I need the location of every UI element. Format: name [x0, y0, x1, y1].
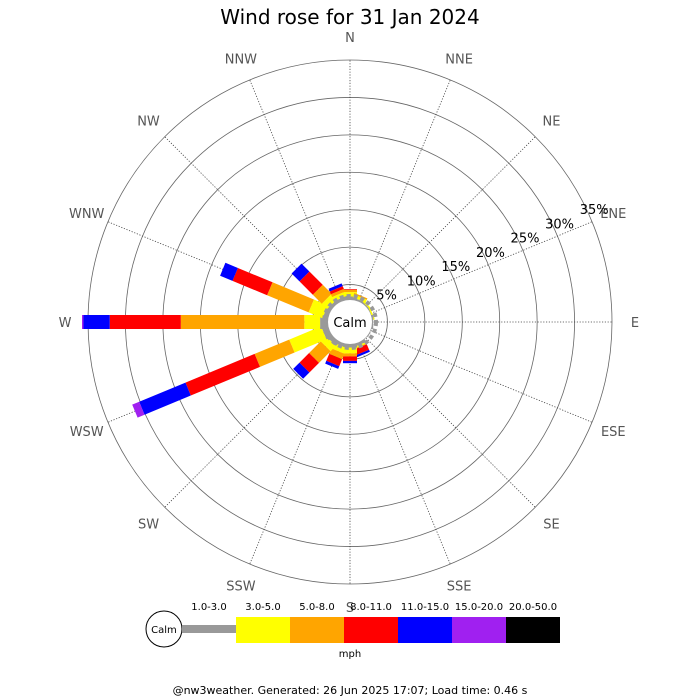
- bar-SSE-8.0-11.0: [353, 344, 370, 356]
- percent-label-5: 5%: [376, 289, 397, 304]
- legend-label-3.0-5.0: 3.0-5.0: [245, 602, 280, 613]
- direction-label-WNW: WNW: [69, 207, 105, 222]
- legend-label-1.0-3.0: 1.0-3.0: [191, 602, 226, 613]
- bar-NNW-11.0-15.0: [328, 283, 343, 292]
- bar-WSW-15.0-20.0: [132, 401, 145, 418]
- bar-NNW-8.0-11.0: [329, 286, 344, 295]
- bar-S-8.0-11.0: [343, 356, 357, 361]
- legend-calm-label: Calm: [151, 625, 177, 636]
- legend-swatch-11.0-15.0: [398, 617, 452, 643]
- calm-circle: [328, 300, 372, 344]
- percent-label-30: 30%: [545, 218, 574, 233]
- legend-label-15.0-20.0: 15.0-20.0: [455, 602, 503, 613]
- percent-label-10: 10%: [407, 275, 436, 290]
- bar-WSW-5.0-8.0: [254, 339, 295, 367]
- bar-SSW-11.0-15.0: [325, 360, 340, 369]
- direction-label-WSW: WSW: [70, 425, 104, 440]
- direction-label-S: S: [346, 601, 354, 616]
- wind-bars: [82, 262, 378, 418]
- bar-SW-5.0-8.0: [309, 341, 331, 363]
- direction-label-SSW: SSW: [226, 579, 256, 594]
- legend-swatch-5.0-8.0: [290, 617, 344, 643]
- footer-text: @nw3weather. Generated: 26 Jun 2025 17:0…: [173, 684, 528, 697]
- bar-S-11.0-15.0: [343, 360, 357, 364]
- bar-NW-8.0-11.0: [299, 271, 323, 295]
- legend-label-11.0-15.0: 11.0-15.0: [401, 602, 449, 613]
- legend-bins: 1.0-3.0 3.0-5.0 5.0-8.0 8.0-11.0 11.0-15.0 15…: [182, 602, 560, 643]
- direction-label-ENE: ENE: [600, 207, 626, 222]
- direction-label-NW: NW: [137, 115, 160, 130]
- direction-label-NE: NE: [543, 115, 561, 130]
- bar-SW-8.0-11.0: [299, 353, 319, 373]
- direction-label-E: E: [631, 316, 639, 331]
- direction-label-NNE: NNE: [445, 53, 473, 68]
- spoke-line: [349, 221, 593, 323]
- percent-labels: 5% 10% 15% 20% 25% 30% 35%: [376, 203, 608, 304]
- bar-W-8.0-11.0: [109, 315, 181, 329]
- bar-S-5.0-8.0: [343, 353, 357, 357]
- direction-label-SW: SW: [138, 518, 159, 533]
- spoke-line: [349, 321, 593, 423]
- legend-swatch-3.0-5.0: [236, 617, 290, 643]
- percent-label-25: 25%: [511, 232, 540, 247]
- bar-NW-11.0-15.0: [291, 263, 310, 282]
- direction-label-NNW: NNW: [225, 53, 257, 68]
- bar-SSE-11.0-15.0: [356, 349, 370, 358]
- direction-label-N: N: [345, 31, 355, 46]
- direction-label-SE: SE: [543, 518, 559, 533]
- bar-WNW-11.0-15.0: [220, 262, 238, 281]
- bar-NW-5.0-8.0: [312, 284, 332, 304]
- calm-label: Calm: [333, 316, 366, 331]
- spoke-line: [349, 321, 536, 508]
- legend-label-8.0-11.0: 8.0-11.0: [350, 602, 392, 613]
- bar-SSW-5.0-8.0: [329, 348, 345, 360]
- bar-W-15.0-20.0: [82, 315, 84, 329]
- bar-SSW-8.0-11.0: [326, 353, 343, 367]
- percent-label-35: 35%: [580, 203, 609, 218]
- legend-label-5.0-8.0: 5.0-8.0: [299, 602, 334, 613]
- direction-label-ESE: ESE: [601, 425, 626, 440]
- legend-unit: mph: [339, 649, 361, 660]
- bar-WSW-11.0-15.0: [139, 382, 191, 415]
- percent-label-15: 15%: [441, 260, 470, 275]
- percent-label-20: 20%: [476, 246, 505, 261]
- calm-ring: [322, 294, 378, 350]
- bar-W-3.0-5.0: [304, 315, 321, 329]
- legend-swatch-1.0-3.0: [182, 625, 236, 633]
- legend-swatch-15.0-20.0: [452, 617, 506, 643]
- bar-W-5.0-8.0: [180, 315, 305, 329]
- bar-W-11.0-15.0: [83, 315, 110, 329]
- direction-labels: N NNE NE ENE E ESE SE SSE S SSW SW WSW W WNW NW NNW: [59, 31, 640, 616]
- calm-indicator: Calm: [328, 300, 372, 344]
- direction-label-SSE: SSE: [447, 579, 472, 594]
- bar-WSW-3.0-5.0: [289, 326, 327, 353]
- spoke-line: [349, 321, 451, 565]
- bar-WNW-8.0-11.0: [232, 268, 273, 296]
- direction-label-W: W: [59, 316, 72, 331]
- bar-SW-11.0-15.0: [293, 362, 310, 379]
- legend: Calm 1.0-3.0 3.0-5.0 5.0-8.0 8.0-11.0 11.0-1…: [145, 602, 560, 660]
- bar-N-5.0-8.0: [343, 289, 357, 293]
- bar-WNW-5.0-8.0: [267, 282, 314, 313]
- bar-WSW-8.0-11.0: [185, 353, 260, 396]
- chart-title: Wind rose for 31 Jan 2024: [220, 5, 479, 29]
- bar-NNW-5.0-8.0: [330, 288, 345, 297]
- legend-label-20.0-50.0: 20.0-50.0: [509, 602, 557, 613]
- legend-swatch-20.0-50.0: [506, 617, 560, 643]
- legend-swatch-8.0-11.0: [344, 617, 398, 643]
- bar-N-8.0-11.0: [343, 289, 357, 290]
